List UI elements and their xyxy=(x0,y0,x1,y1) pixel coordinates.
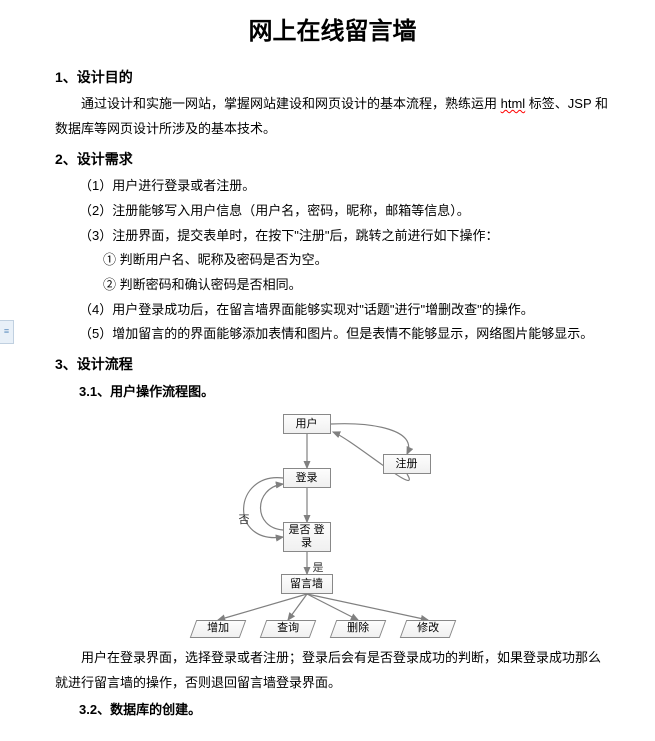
fc-edge-3 xyxy=(331,424,409,454)
user-flowchart: 用户登录 注册是否 登录留言墙增加 查询 删除 修改 否是 xyxy=(173,410,493,642)
fc-node-label-delete: 删除 xyxy=(347,623,369,636)
section-1-para: 通过设计和实施一网站，掌握网站建设和网页设计的基本流程，熟练运用 html 标签… xyxy=(55,92,610,141)
req-item-3b: ② 判断密码和确认密码是否相同。 xyxy=(103,273,610,298)
fc-node-label-modify: 修改 xyxy=(417,623,439,636)
fc-edge-label-yes: 是 xyxy=(313,558,324,579)
fc-node-label-login: 登录 xyxy=(296,472,318,485)
side-tab-icon: ≡ xyxy=(0,320,14,344)
fc-node-label-board: 留言墙 xyxy=(290,578,323,591)
fc-node-label-register: 注册 xyxy=(396,458,418,471)
section-1-heading: 1、设计目的 xyxy=(55,64,610,91)
fc-node-delete: 删除 xyxy=(329,620,386,638)
fc-node-modify: 修改 xyxy=(399,620,456,638)
fc-node-query: 查询 xyxy=(259,620,316,638)
req-item-1: （1）用户进行登录或者注册。 xyxy=(79,174,610,199)
req-item-3: （3）注册界面，提交表单时，在按下"注册"后，跳转之前进行如下操作： xyxy=(79,224,610,249)
req-item-2: （2）注册能够写入用户信息（用户名，密码，昵称，邮箱等信息）。 xyxy=(79,199,610,224)
section-2-heading: 2、设计需求 xyxy=(55,146,610,173)
word-html: html xyxy=(501,96,526,111)
fc-node-board: 留言墙 xyxy=(281,574,333,594)
fc-edge-7 xyxy=(218,594,307,620)
fc-edge-label-no: 否 xyxy=(239,510,250,531)
req-item-3a: ① 判断用户名、昵称及密码是否为空。 xyxy=(103,248,610,273)
section-3-1-para: 用户在登录界面，选择登录或者注册；登录后会有是否登录成功的判断，如果登录成功那么… xyxy=(55,646,610,695)
section-3-1-heading: 3.1、用户操作流程图。 xyxy=(79,380,610,405)
section-3-heading: 3、设计流程 xyxy=(55,351,610,378)
fc-node-login: 登录 xyxy=(283,468,331,488)
fc-node-register: 注册 xyxy=(383,454,431,474)
fc-node-label-decide: 是否 登录 xyxy=(284,524,330,550)
fc-node-label-add: 增加 xyxy=(207,623,229,636)
req-item-5: （5）增加留言的的界面能够添加表情和图片。但是表情不能够显示，网络图片能够显示。 xyxy=(79,322,610,347)
section-3-2-heading: 3.2、数据库的创建。 xyxy=(79,698,610,723)
fc-node-add: 增加 xyxy=(189,620,246,638)
req-item-4: （4）用户登录成功后，在留言墙界面能够实现对"话题"进行"增删改查"的操作。 xyxy=(79,298,610,323)
fc-edge-8 xyxy=(288,594,307,620)
fc-node-label-user: 用户 xyxy=(296,418,318,431)
fc-edge-9 xyxy=(307,594,358,620)
fc-edge-6 xyxy=(260,484,283,530)
flowchart-arrows xyxy=(173,410,493,642)
fc-edge-10 xyxy=(307,594,428,620)
fc-node-decide: 是否 登录 xyxy=(283,522,331,552)
page-title: 网上在线留言墙 xyxy=(55,10,610,56)
fc-node-label-query: 查询 xyxy=(277,623,299,636)
fc-node-user: 用户 xyxy=(283,414,331,434)
